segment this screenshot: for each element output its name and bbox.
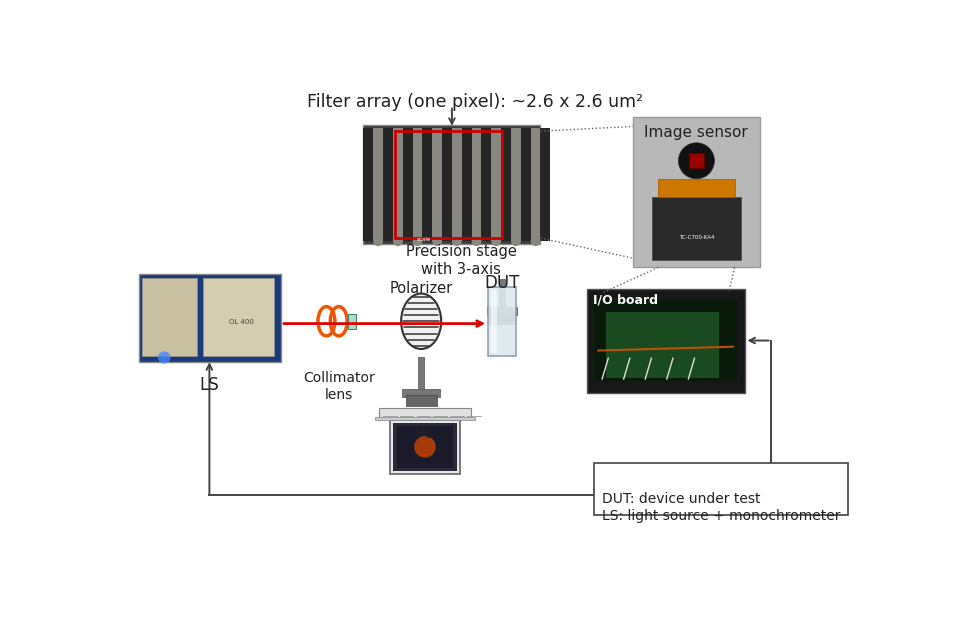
Bar — [202, 278, 274, 356]
Text: Collimator
lens: Collimator lens — [303, 371, 374, 401]
Circle shape — [158, 351, 170, 364]
Bar — [422, 128, 432, 241]
Text: Image sensor: Image sensor — [644, 125, 747, 140]
Bar — [374, 417, 475, 420]
Bar — [405, 395, 436, 406]
Text: LS: LS — [199, 376, 219, 394]
Bar — [461, 128, 471, 241]
Bar — [451, 128, 461, 241]
Text: DUT: DUT — [484, 273, 519, 291]
Bar — [373, 128, 383, 241]
Ellipse shape — [401, 293, 441, 349]
Circle shape — [531, 236, 540, 246]
Bar — [348, 314, 356, 329]
Bar — [521, 128, 531, 241]
Circle shape — [412, 236, 422, 246]
Bar — [510, 128, 521, 241]
Bar — [606, 312, 717, 378]
Bar — [417, 357, 424, 395]
Bar — [488, 286, 515, 356]
Bar — [395, 131, 501, 238]
Bar — [471, 128, 481, 241]
Bar — [688, 154, 703, 168]
Circle shape — [393, 236, 403, 246]
Circle shape — [414, 436, 436, 457]
Text: LS: light source + monochrometer: LS: light source + monochrometer — [602, 509, 840, 523]
Bar — [383, 128, 393, 241]
Bar — [594, 463, 848, 515]
Circle shape — [490, 236, 500, 246]
Bar — [442, 128, 451, 241]
Text: Precision stage
with 3-axis: Precision stage with 3-axis — [405, 244, 516, 276]
Bar — [403, 128, 412, 241]
Circle shape — [432, 236, 442, 246]
Bar — [586, 289, 743, 393]
Bar — [143, 278, 196, 356]
Bar — [432, 128, 442, 241]
Bar — [481, 128, 490, 241]
Circle shape — [510, 236, 521, 246]
Text: scale: scale — [416, 237, 430, 242]
Bar — [490, 290, 497, 353]
Bar — [540, 128, 550, 241]
Text: DUT: device under test: DUT: device under test — [602, 492, 760, 506]
Bar — [490, 128, 500, 241]
Circle shape — [678, 143, 714, 179]
Bar — [488, 314, 515, 324]
Bar — [652, 197, 741, 260]
Text: PC: PC — [414, 426, 435, 441]
Bar — [363, 125, 540, 244]
Text: TC-C700-KA4: TC-C700-KA4 — [678, 235, 713, 240]
Bar — [531, 128, 540, 241]
Text: Polarizer: Polarizer — [389, 281, 452, 296]
Circle shape — [471, 236, 481, 246]
Bar — [396, 426, 453, 467]
Bar — [498, 279, 504, 314]
Bar — [363, 128, 373, 241]
Bar — [393, 128, 403, 241]
Bar — [139, 273, 280, 362]
Bar — [378, 407, 471, 418]
Bar — [594, 301, 736, 381]
Bar — [412, 128, 422, 241]
Bar — [390, 420, 459, 474]
Circle shape — [373, 236, 383, 246]
Text: OL 400: OL 400 — [229, 319, 253, 325]
Text: I/O board: I/O board — [592, 293, 658, 306]
Bar — [393, 423, 456, 470]
Bar — [632, 117, 759, 267]
Text: Filter array (one pixel): ~2.6 x 2.6 um²: Filter array (one pixel): ~2.6 x 2.6 um² — [307, 93, 643, 111]
Bar — [500, 128, 510, 241]
Circle shape — [451, 236, 461, 246]
Bar — [402, 389, 440, 397]
Bar — [658, 179, 734, 197]
Bar — [487, 308, 517, 315]
